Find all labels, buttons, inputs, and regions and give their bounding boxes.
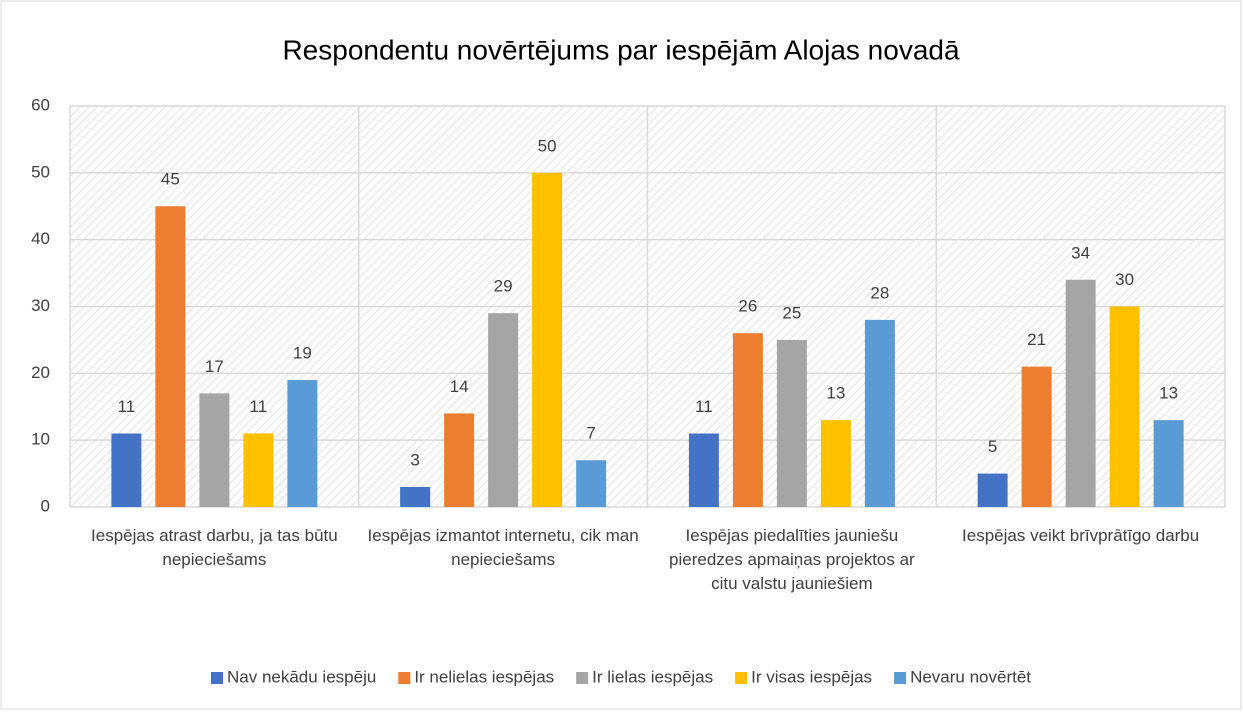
legend-label: Nevaru novērtēt [910,667,1031,686]
x-tick-line: Iespējas veikt brīvprātīgo darbu [962,526,1199,545]
y-tick-label: 40 [31,229,50,248]
x-tick-line: pieredzes apmaiņas projektos ar [669,550,915,569]
value-label: 30 [1115,270,1134,289]
bar [1153,420,1184,507]
y-tick-label: 60 [31,95,50,114]
value-label: 25 [782,303,801,322]
bar [776,339,807,507]
bar [532,172,563,508]
y-tick-label: 0 [41,496,50,515]
value-label: 19 [293,344,312,363]
value-label: 28 [870,283,889,302]
bar [287,380,318,507]
x-tick-label: Iespējas atrast darbu, ja tas būtu nepiec… [91,526,338,569]
bar [243,433,274,507]
value-label: 45 [161,170,180,189]
bar [864,319,895,507]
value-label: 21 [1027,330,1046,349]
bar [1021,366,1052,507]
legend-swatch [735,672,748,684]
bar [400,486,431,507]
x-tick-label: Iespējas izmantot internetu, cik man nepi… [368,526,639,569]
x-tick-label: Iespējas piedalīties jauniešu pieredzes a… [669,526,915,593]
y-tick-label: 50 [31,162,50,181]
bar [199,393,230,507]
value-label: 13 [1159,384,1178,403]
x-tick-line: Iespējas atrast darbu, ja tas būtu [91,526,338,545]
value-label: 11 [118,397,136,416]
bar [1065,279,1096,507]
value-label: 50 [538,136,557,155]
x-tick-line: nepieciešams [451,550,555,569]
bar [977,473,1008,507]
value-label: 3 [410,450,419,469]
value-label: 17 [205,357,224,376]
bar [732,333,763,507]
chart-title: Respondentu novērtējums par iespējām Alo… [282,34,960,65]
legend: Nav nekādu iespēju Ir nelielas iespējas Ir… [210,667,1031,686]
bar [1109,306,1140,507]
bar [688,433,719,507]
bar [576,460,607,507]
legend-swatch [398,672,411,684]
y-tick-label: 10 [31,430,50,449]
x-tick-line: Iespējas izmantot internetu, cik man [368,526,639,545]
x-tick-label: Iespējas veikt brīvprātīgo darbu [962,526,1199,545]
bar [488,313,519,507]
legend-swatch [576,672,589,684]
value-label: 5 [988,437,997,456]
bar [111,433,142,507]
value-label: 11 [695,397,713,416]
value-label: 34 [1071,243,1090,262]
legend-label: Nav nekādu iespēju [227,667,376,686]
value-label: 29 [494,277,513,296]
legend-label: Ir nelielas iespējas [414,667,554,686]
x-tick-line: nepieciešams [162,550,266,569]
x-tick-line: citu valstu jauniešiem [711,574,873,593]
value-label: 11 [250,397,268,416]
y-tick-label: 30 [31,296,50,315]
value-label: 14 [450,377,469,396]
value-label: 7 [586,424,595,443]
legend-swatch [210,672,223,684]
legend-label: Ir visas iespējas [751,667,872,686]
value-label: 26 [738,297,757,316]
legend-swatch [894,672,907,684]
y-tick-label: 20 [31,363,50,382]
x-tick-line: Iespējas piedalīties jauniešu [686,526,899,545]
value-label: 13 [826,384,845,403]
bar [820,420,851,507]
bar [155,206,186,507]
bar [444,413,475,507]
legend-label: Ir lielas iespējas [592,667,713,686]
